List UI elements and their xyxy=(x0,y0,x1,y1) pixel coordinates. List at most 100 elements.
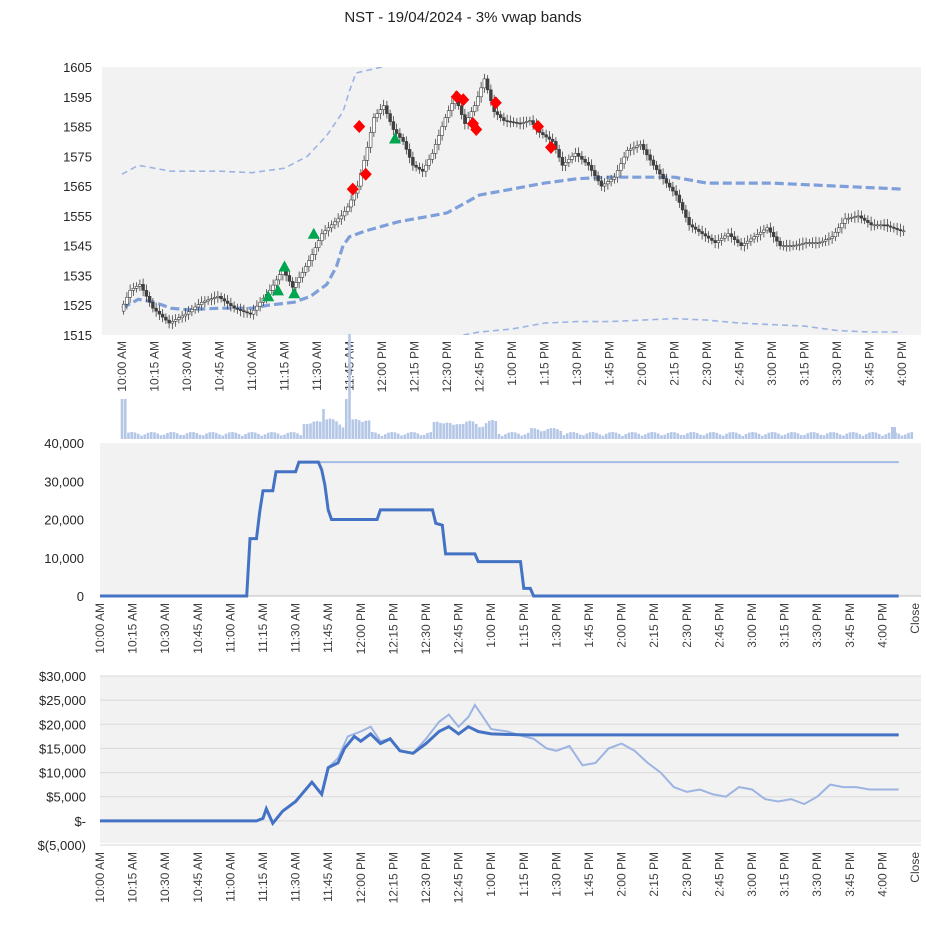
volume-bar xyxy=(591,432,595,439)
volume-bar xyxy=(507,432,511,439)
pnl-x-tick: 11:15 AM xyxy=(256,852,270,902)
volume-bar xyxy=(344,399,348,439)
position-x-tick: 2:30 PM xyxy=(680,603,694,648)
candle-body xyxy=(485,78,490,91)
volume-bar xyxy=(832,432,836,439)
candle-body xyxy=(186,311,191,315)
volume-bar xyxy=(471,421,475,439)
volume-bar xyxy=(666,432,670,439)
volume-bar xyxy=(234,432,238,439)
volume-bar xyxy=(227,432,231,439)
candle-body xyxy=(606,181,610,185)
volume-bar xyxy=(172,432,176,439)
position-x-tick: 1:45 PM xyxy=(582,603,596,648)
volume-bar xyxy=(601,435,605,439)
volume-bar xyxy=(136,433,140,439)
volume-bar xyxy=(718,434,722,439)
volume-bar xyxy=(790,432,793,439)
price-y-tick: 1555 xyxy=(63,209,92,224)
pnl-x-tick: 3:30 PM xyxy=(810,852,824,897)
candle-body xyxy=(385,105,389,114)
candle-body xyxy=(667,182,672,188)
candle-body xyxy=(875,224,880,227)
candle-body xyxy=(329,224,334,229)
volume-bar xyxy=(751,432,754,439)
pnl-x-tick: 10:45 AM xyxy=(191,852,205,903)
pnl-y-tick: $30,000 xyxy=(39,669,86,684)
candle-body xyxy=(768,227,773,233)
candle-body xyxy=(641,144,646,150)
candle-body xyxy=(437,135,441,145)
volume-bar xyxy=(341,427,345,439)
volume-bar xyxy=(656,433,660,439)
candle-body xyxy=(407,149,412,158)
candle-body xyxy=(427,159,431,166)
buy-marker xyxy=(262,290,275,302)
volume-bar xyxy=(429,432,433,439)
price-panel: 1605 1595 1585 1575 1565 1555 1545 1535 1525 1515… xyxy=(63,60,909,392)
position-x-tick: 11:15 AM xyxy=(256,603,270,653)
volume-bar xyxy=(348,334,351,439)
chart-title: NST - 19/04/2024 - 3% vwap bands xyxy=(344,9,582,26)
volume-bar xyxy=(692,432,696,439)
volume-bar xyxy=(455,424,459,439)
volume-bar xyxy=(322,409,325,439)
candle-body xyxy=(404,141,409,150)
volume-bar xyxy=(734,432,738,439)
price-y-tick: 1515 xyxy=(63,328,92,343)
price-x-tick: 11:00 AM xyxy=(245,341,259,391)
candle-body xyxy=(843,218,847,224)
candle-body xyxy=(297,277,301,283)
volume-bar xyxy=(630,432,634,439)
volume-bar xyxy=(140,435,143,439)
pnl-plot-area xyxy=(100,676,921,843)
candle-body xyxy=(138,284,142,287)
price-x-tick: 12:15 PM xyxy=(408,341,422,392)
candle-body xyxy=(349,199,353,208)
candle-body xyxy=(219,295,223,299)
volume-bar xyxy=(175,433,179,439)
pnl-x-tick: 4:00 PM xyxy=(875,852,889,897)
candle-body xyxy=(885,224,890,227)
volume-bar xyxy=(390,432,394,439)
candle-body xyxy=(615,170,620,178)
volume-bar xyxy=(673,432,676,439)
candle-body xyxy=(856,215,860,218)
volume-bar xyxy=(354,419,358,439)
candle-body xyxy=(680,202,685,211)
candle-body xyxy=(693,226,698,230)
candle-body xyxy=(495,111,500,115)
pnl-x-tick: 3:15 PM xyxy=(778,852,792,897)
candle-body xyxy=(632,147,636,150)
volume-bar xyxy=(614,432,618,439)
volume-bar xyxy=(900,435,904,439)
volume-bar xyxy=(741,435,745,439)
position-x-tick: 1:00 PM xyxy=(484,603,498,648)
volume-bar xyxy=(757,433,761,439)
candle-body xyxy=(446,110,451,118)
volume-bar xyxy=(481,426,485,439)
volume-bar xyxy=(686,433,689,439)
candle-body xyxy=(310,254,314,261)
pnl-x-tick: 1:15 PM xyxy=(517,852,531,897)
volume-bar xyxy=(263,434,267,439)
candle-body xyxy=(596,175,600,182)
volume-bar xyxy=(513,432,517,439)
candle-body xyxy=(700,231,704,235)
candle-body xyxy=(391,121,396,130)
volume-bar xyxy=(715,432,719,439)
candle-body xyxy=(225,300,230,304)
candle-body xyxy=(901,230,906,233)
volume-bar xyxy=(562,435,566,439)
volume-bar xyxy=(653,432,657,439)
volume-bar xyxy=(185,433,189,439)
volume-bar xyxy=(260,435,264,439)
candle-body xyxy=(560,157,565,166)
candle-body xyxy=(862,217,867,221)
candle-body xyxy=(479,87,483,98)
position-x-tick: 2:00 PM xyxy=(615,603,629,648)
volume-bar xyxy=(712,432,715,439)
volume-bar xyxy=(156,433,160,439)
price-x-tick: 12:45 PM xyxy=(473,341,487,392)
